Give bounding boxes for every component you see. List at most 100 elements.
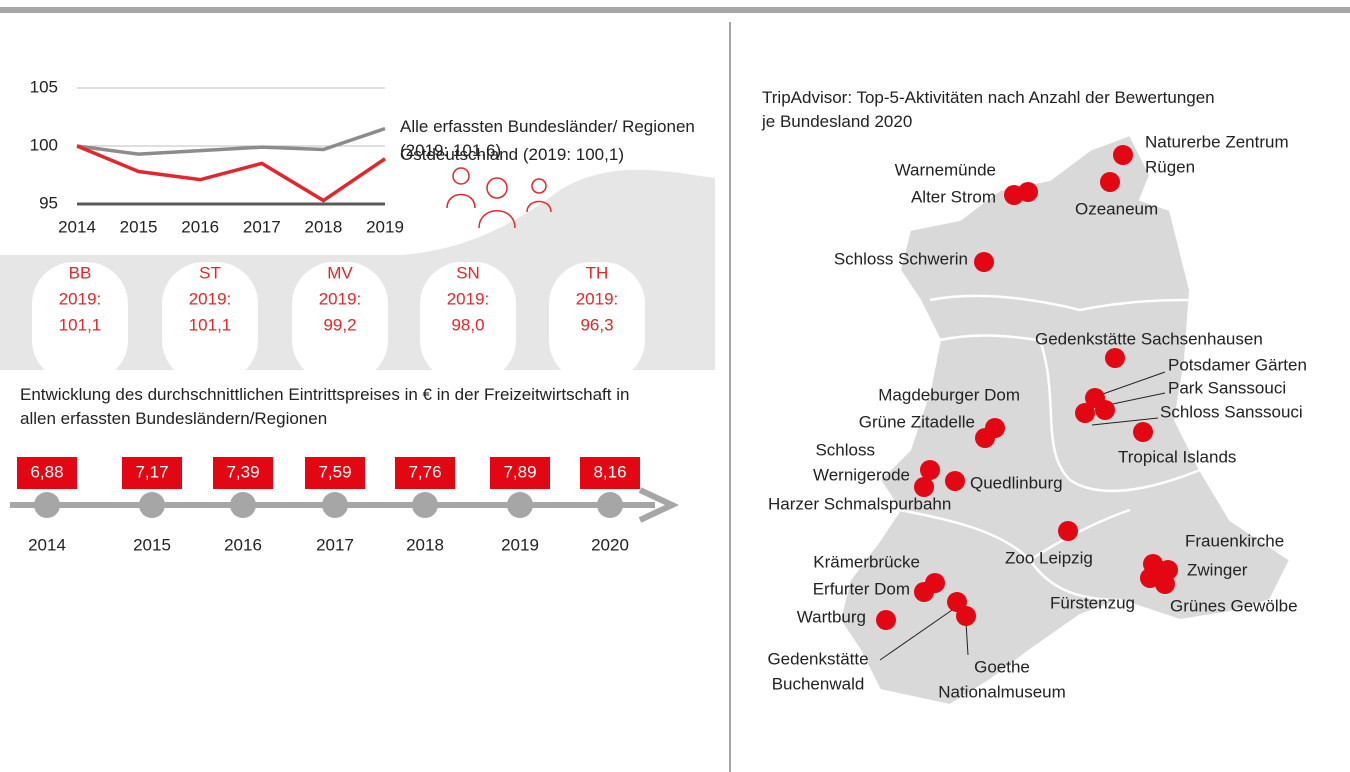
map-title: TripAdvisor: Top-5-Aktivitäten nach Anza… xyxy=(762,88,1215,131)
x-tick-label: 2016 xyxy=(181,217,219,236)
price-label: 7,39 xyxy=(226,462,259,481)
map-marker xyxy=(1095,400,1115,420)
region-value: 99,2 xyxy=(323,315,356,334)
y-tick-label: 95 xyxy=(39,193,58,212)
place-label: Schloss Sanssouci xyxy=(1160,402,1303,421)
map-marker xyxy=(945,471,965,491)
price-box xyxy=(213,457,273,489)
map-marker xyxy=(956,606,976,626)
year-label: 2015 xyxy=(133,535,171,554)
price-box xyxy=(122,457,182,489)
y-tick-label: 105 xyxy=(30,77,58,96)
place-label: Gedenkstätte xyxy=(767,649,868,668)
place-label: Fürstenzug xyxy=(1050,593,1135,612)
region-bubble xyxy=(549,262,645,382)
leader-line xyxy=(1091,417,1159,426)
map-marker xyxy=(1058,521,1078,541)
region-value: 101,1 xyxy=(189,315,232,334)
price-box xyxy=(580,457,640,489)
map-shape xyxy=(838,133,1292,707)
map-marker xyxy=(920,460,940,480)
region-value: 98,0 xyxy=(451,315,484,334)
price-box xyxy=(17,457,77,489)
x-tick-label: 2014 xyxy=(58,217,96,236)
timeline-dot xyxy=(507,492,533,518)
place-label: Park Sanssouci xyxy=(1168,378,1286,397)
price-label: 7,89 xyxy=(503,462,536,481)
timeline-dot xyxy=(139,492,165,518)
place-label: Buchenwald xyxy=(772,674,865,693)
map-marker xyxy=(1105,348,1125,368)
year-label: 2019 xyxy=(501,535,539,554)
map-marker xyxy=(1133,422,1153,442)
price-label: 6,88 xyxy=(30,462,63,481)
region-year: 2019: xyxy=(189,289,232,308)
price-label: 7,76 xyxy=(408,462,441,481)
place-label: Krämerbrücke xyxy=(813,552,920,571)
region-code: BB xyxy=(69,263,92,282)
place-label: Erfurter Dom xyxy=(813,579,910,598)
region-year: 2019: xyxy=(576,289,619,308)
timeline-dot xyxy=(230,492,256,518)
x-tick-label: 2019 xyxy=(366,217,404,236)
map-marker xyxy=(975,428,995,448)
place-label: Naturerbe Zentrum xyxy=(1145,132,1289,151)
map-marker xyxy=(876,610,896,630)
place-label: Goethe xyxy=(974,657,1030,676)
price-box xyxy=(305,457,365,489)
timeline-dot xyxy=(597,492,623,518)
year-label: 2017 xyxy=(316,535,354,554)
timeline-dot xyxy=(412,492,438,518)
region-year: 2019: xyxy=(59,289,102,308)
people-icon xyxy=(446,167,552,229)
place-label: Wartburg xyxy=(797,607,866,626)
region-value: 96,3 xyxy=(580,315,613,334)
region-year: 2019: xyxy=(447,289,490,308)
region-bubble xyxy=(162,262,258,382)
price-box xyxy=(395,457,455,489)
year-label: 2020 xyxy=(591,535,629,554)
place-label: Potsdamer Gärten xyxy=(1168,355,1307,374)
place-label: Alter Strom xyxy=(911,187,996,206)
place-label: Gedenkstätte Sachsenhausen xyxy=(1035,329,1263,348)
region-code: TH xyxy=(586,263,609,282)
y-tick-label: 100 xyxy=(30,135,58,154)
timeline-dot xyxy=(322,492,348,518)
price-label: 7,17 xyxy=(135,462,168,481)
timeline-dot xyxy=(34,492,60,518)
state-borders xyxy=(899,294,1201,602)
region-code: MV xyxy=(327,263,353,282)
x-tick-label: 2017 xyxy=(243,217,281,236)
place-label: Magdeburger Dom xyxy=(878,385,1020,404)
series-line xyxy=(76,126,386,156)
legend-entry: Alle erfassten Bundesländer/ Regionen (2… xyxy=(400,117,695,160)
map-marker xyxy=(1075,403,1095,423)
place-label: Rügen xyxy=(1145,157,1195,176)
year-label: 2018 xyxy=(406,535,444,554)
leader-line xyxy=(1107,392,1166,406)
map-marker xyxy=(1004,185,1024,205)
top-bar xyxy=(0,7,1350,13)
map-marker xyxy=(1113,145,1133,165)
region-bubble xyxy=(292,262,388,382)
year-label: 2016 xyxy=(224,535,262,554)
map-marker xyxy=(1100,172,1120,192)
leader-line xyxy=(879,607,956,661)
region-cover xyxy=(0,370,720,384)
region-bubble xyxy=(420,262,516,382)
leader-line xyxy=(965,621,969,656)
place-label: Quedlinburg xyxy=(970,473,1063,492)
place-label: Schloss xyxy=(815,440,875,459)
place-label: Wernigerode xyxy=(813,465,910,484)
map-marker xyxy=(1140,568,1160,588)
region-code: SN xyxy=(456,263,480,282)
place-label: Zoo Leipzig xyxy=(1005,548,1093,567)
price-label: 8,16 xyxy=(593,462,626,481)
place-label: Harzer Schmalspurbahn xyxy=(768,494,951,513)
region-value: 101,1 xyxy=(59,315,102,334)
place-label: Tropical Islands xyxy=(1118,447,1236,466)
price-box xyxy=(490,457,550,489)
price-title: Entwicklung des durchschnittlichen Eintr… xyxy=(20,385,630,428)
